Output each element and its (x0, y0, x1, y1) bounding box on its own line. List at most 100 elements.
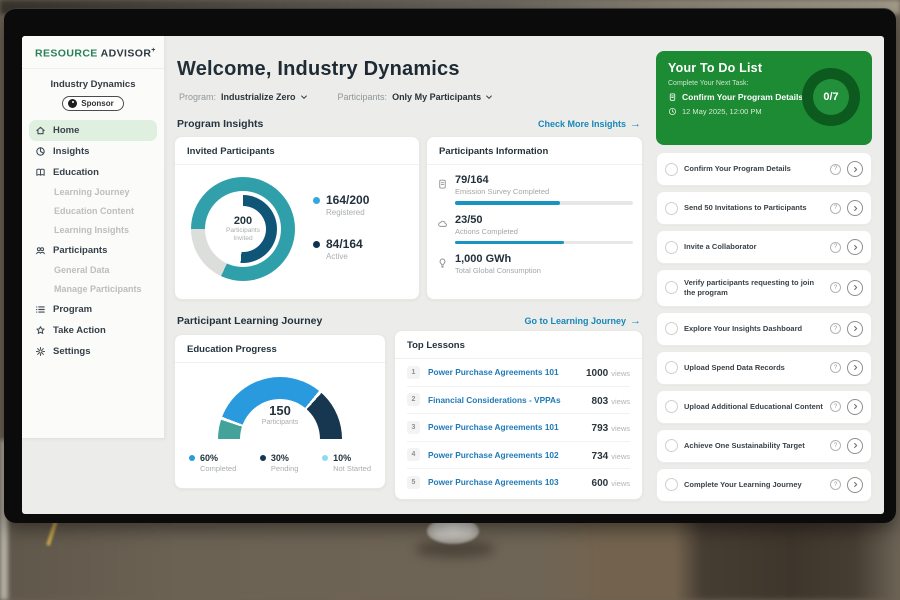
help-icon[interactable]: ? (830, 440, 841, 451)
sidebar-item-learning-journey[interactable]: Learning Journey (54, 187, 130, 197)
lesson-link[interactable]: Power Purchase Agreements 103 (428, 477, 559, 488)
task-checkbox[interactable] (665, 400, 678, 413)
task-checkbox[interactable] (665, 281, 678, 295)
monitor-stand-shadow (415, 540, 495, 558)
help-icon[interactable]: ? (830, 479, 841, 490)
legend-item-completed: 60% Completed (189, 453, 236, 473)
task-checkbox[interactable] (665, 201, 678, 215)
participants-information-title: Participants Information (427, 137, 642, 165)
help-icon[interactable]: ? (830, 282, 841, 294)
sidebar-item-education-content[interactable]: Education Content (54, 206, 134, 216)
sidebar-item-label: Take Action (53, 324, 106, 336)
task-open-button[interactable] (847, 161, 863, 177)
task-open-button[interactable] (847, 279, 863, 296)
task-checkbox[interactable] (665, 162, 678, 176)
sidebar-item-take-action[interactable]: Take Action (22, 320, 164, 341)
sidebar-item-settings[interactable]: Settings (22, 341, 164, 362)
task-label: Explore Your Insights Dashboard (684, 323, 803, 333)
monitor-bezel: RESOURCE ADVISOR+ Industry Dynamics Spon… (4, 8, 896, 523)
home-icon (36, 126, 45, 134)
task-checkbox[interactable] (665, 240, 678, 254)
legend-item-pending: 30% Pending (259, 453, 298, 473)
task-row-send-invitations: Send 50 Invitations to Participants ? (656, 191, 872, 225)
gauge-center-value: 150 (269, 403, 291, 418)
sidebar-item-participants[interactable]: Participants (22, 240, 164, 261)
task-label: Confirm Your Program Details (684, 164, 791, 174)
task-open-button[interactable] (847, 476, 863, 493)
legend-label: Active (326, 252, 348, 261)
lesson-link[interactable]: Financial Considerations - VPPAs (428, 394, 561, 405)
lesson-link[interactable]: Power Purchase Agreements 101 (428, 367, 559, 378)
participants-filter-value: Only My Participants (392, 92, 482, 102)
donut-hole (220, 206, 266, 252)
task-open-button[interactable] (847, 437, 863, 454)
task-checkbox[interactable] (665, 322, 678, 335)
sidebar-item-label: Program (53, 303, 93, 315)
collapse-tasks-label: Collapse Tasks (727, 512, 788, 515)
invited-participants-card: Invited Participants 200 Participants In… (174, 136, 420, 300)
lesson-rank: 1 (407, 365, 420, 379)
filters-row: Program: Industrialize Zero Participants… (179, 92, 493, 102)
lesson-row: 4 Power Purchase Agreements 102 734 views (407, 442, 630, 469)
donut-center-label: Participants Invited (226, 226, 260, 242)
arrow-right-icon: → (630, 315, 641, 327)
help-icon[interactable]: ? (830, 163, 841, 175)
task-label: Complete Your Learning Journey (684, 479, 802, 489)
sidebar: RESOURCE ADVISOR+ Industry Dynamics Spon… (22, 36, 165, 439)
task-checkbox[interactable] (665, 439, 678, 452)
task-row-achieve-target: Achieve One Sustainability Target ? (656, 428, 872, 463)
education-icon (36, 168, 45, 176)
sidebar-item-education[interactable]: Education (22, 162, 164, 183)
clock-icon (668, 107, 677, 116)
program-filter-label: Program: (179, 92, 217, 102)
lesson-rank: 5 (407, 475, 420, 489)
go-to-learning-journey-link[interactable]: Go to Learning Journey → (524, 315, 641, 327)
collapse-tasks-link[interactable]: Collapse Tasks (656, 512, 872, 515)
help-icon[interactable]: ? (830, 401, 841, 412)
sidebar-item-insights[interactable]: Insights (22, 141, 164, 162)
legend-label: Not Started (333, 464, 371, 473)
ring-center (813, 79, 849, 115)
lesson-views: 803 (591, 395, 609, 407)
program-insights-heading: Program Insights (177, 118, 264, 130)
program-filter: Program: Industrialize Zero (179, 92, 308, 102)
task-open-button[interactable] (847, 359, 863, 376)
task-open-button[interactable] (847, 320, 863, 337)
help-icon[interactable]: ? (830, 202, 841, 214)
task-open-button[interactable] (847, 239, 863, 255)
donut-center: 200 Participants Invited (191, 177, 295, 281)
help-icon[interactable]: ? (830, 241, 841, 253)
sidebar-item-home[interactable]: Home (29, 119, 157, 141)
settings-icon (35, 346, 46, 356)
participants-filter-label: Participants: (337, 92, 388, 102)
stat-bar-fill-0 (455, 201, 561, 205)
chevron-up-icon (793, 513, 801, 515)
lesson-row: 3 Power Purchase Agreements 101 793 views (407, 414, 630, 442)
legend-item-registered: 164/200 Registered (313, 193, 369, 217)
sidebar-item-general-data[interactable]: General Data (54, 265, 110, 275)
legend-pct: 60% (200, 453, 219, 463)
views-suffix: views (611, 396, 630, 406)
sidebar-item-program[interactable]: Program (22, 299, 164, 320)
task-open-button[interactable] (847, 200, 863, 216)
lesson-link[interactable]: Power Purchase Agreements 101 (428, 422, 559, 433)
lesson-link[interactable]: Power Purchase Agreements 102 (428, 449, 559, 460)
stat-label: Actions Completed (455, 226, 518, 236)
sidebar-item-label: Participants (53, 244, 108, 256)
sidebar-item-learning-insights[interactable]: Learning Insights (54, 225, 130, 235)
legend-item-active: 84/164 Active (313, 237, 369, 261)
participants-filter-dropdown[interactable]: Only My Participants (392, 92, 493, 102)
program-filter-dropdown[interactable]: Industrialize Zero (221, 92, 308, 102)
help-icon[interactable]: ? (830, 323, 841, 334)
help-icon[interactable]: ? (830, 362, 841, 373)
sidebar-item-manage-participants[interactable]: Manage Participants (54, 284, 142, 294)
task-open-button[interactable] (847, 398, 863, 415)
task-checkbox[interactable] (665, 361, 678, 374)
task-label: Invite a Collaborator (684, 242, 757, 252)
task-checkbox[interactable] (665, 478, 678, 491)
check-more-insights-link[interactable]: Check More Insights → (538, 118, 641, 130)
views-suffix: views (611, 369, 630, 379)
todo-due-date: 12 May 2025, 12:00 PM (682, 107, 762, 116)
lesson-views: 734 (591, 450, 609, 462)
stat-bar-fill-1 (455, 240, 564, 244)
